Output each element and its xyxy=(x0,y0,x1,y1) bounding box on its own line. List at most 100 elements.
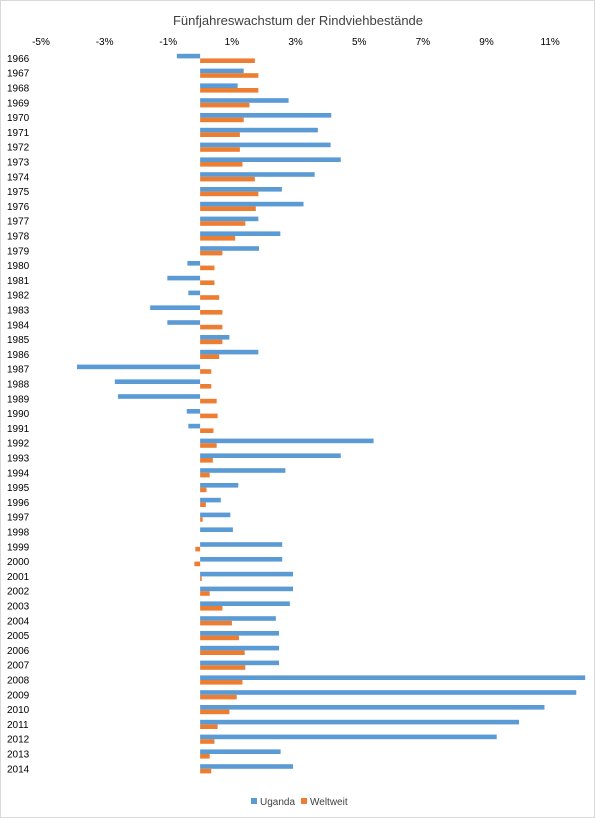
bar-weltweit xyxy=(200,398,217,404)
category-label: 2003 xyxy=(7,602,30,613)
category-label: 1987 xyxy=(7,365,30,376)
bar-uganda xyxy=(200,601,290,606)
bar-weltweit xyxy=(200,620,232,626)
x-tick-label: -1% xyxy=(159,37,177,48)
legend-swatch-weltweit xyxy=(301,798,307,804)
category-label: 1973 xyxy=(7,158,30,169)
bar-uganda xyxy=(200,127,318,133)
bar-uganda xyxy=(200,453,341,458)
category-label: 2012 xyxy=(7,735,30,746)
legend-label-uganda: Uganda xyxy=(260,797,295,808)
category-label: 2000 xyxy=(7,557,30,568)
bar-weltweit xyxy=(200,694,237,700)
bar-weltweit xyxy=(200,635,239,641)
category-label: 2005 xyxy=(7,631,30,642)
bar-weltweit xyxy=(200,265,215,271)
category-label: 1966 xyxy=(7,54,30,65)
bar-weltweit xyxy=(200,162,243,167)
x-tick-label: 9% xyxy=(479,37,494,48)
category-label: 1972 xyxy=(7,143,30,154)
bar-uganda xyxy=(200,734,497,740)
bar-uganda xyxy=(200,705,545,710)
category-label: 2011 xyxy=(7,720,29,731)
category-label: 1983 xyxy=(7,306,30,317)
bar-weltweit xyxy=(200,221,246,226)
bar-uganda xyxy=(200,201,304,207)
x-tick-label: 1% xyxy=(225,37,240,48)
bar-uganda xyxy=(200,172,315,177)
x-tick-label: -5% xyxy=(32,37,50,48)
bar-weltweit xyxy=(200,132,240,137)
category-label: 2006 xyxy=(7,646,30,657)
bar-uganda xyxy=(200,690,577,695)
category-label: 1977 xyxy=(7,217,30,228)
category-label: 1995 xyxy=(7,483,30,494)
bar-uganda xyxy=(167,275,201,281)
bar-weltweit xyxy=(200,73,259,78)
bar-uganda xyxy=(200,542,283,547)
x-axis-tick-labels: -5% -3% -1% 1% 3% 5% 7% 9% 11% xyxy=(32,37,560,48)
bar-weltweit xyxy=(200,324,223,330)
bar-uganda xyxy=(188,290,201,296)
x-tick-label: -3% xyxy=(96,37,114,48)
bar-uganda xyxy=(200,246,259,251)
bar-uganda xyxy=(200,675,586,680)
bar-uganda xyxy=(200,719,519,725)
bar-uganda xyxy=(200,497,221,503)
bar-uganda xyxy=(200,645,280,651)
category-label: 1988 xyxy=(7,380,30,391)
category-label: 1992 xyxy=(7,439,30,450)
bar-weltweit xyxy=(200,487,207,493)
category-label: 1980 xyxy=(7,261,30,272)
category-label: 1982 xyxy=(7,291,30,302)
category-label: 1968 xyxy=(7,84,30,95)
bar-weltweit xyxy=(200,754,210,759)
category-label: 1998 xyxy=(7,528,30,539)
bar-weltweit xyxy=(200,310,223,315)
bar-uganda xyxy=(200,764,294,769)
bar-uganda xyxy=(200,483,239,488)
category-label: 1985 xyxy=(7,335,30,346)
category-label: 1969 xyxy=(7,98,30,109)
category-label: 1970 xyxy=(7,113,30,124)
bar-weltweit xyxy=(200,206,256,211)
y-axis-category-labels: 1966 1967 1968 1969 1970 1971 1972 1973 1974 1975… xyxy=(7,54,30,775)
bar-uganda xyxy=(200,571,294,577)
bar-weltweit xyxy=(200,117,244,123)
bar-weltweit xyxy=(200,191,259,197)
legend-label-weltweit: Weltweit xyxy=(310,797,348,808)
bar-weltweit xyxy=(200,768,212,774)
bar-weltweit xyxy=(194,561,201,567)
bar-uganda xyxy=(200,438,374,444)
bar-weltweit xyxy=(200,102,250,108)
bar-uganda xyxy=(200,527,233,532)
bar-weltweit xyxy=(200,443,217,448)
category-label: 1994 xyxy=(7,468,30,479)
category-label: 1990 xyxy=(7,409,30,420)
bar-uganda xyxy=(200,631,280,636)
bar-uganda xyxy=(200,98,289,103)
bar-group xyxy=(76,53,586,774)
legend: Uganda Weltweit xyxy=(251,797,348,808)
bar-uganda xyxy=(200,157,341,162)
bar-weltweit xyxy=(200,369,212,374)
category-label: 2001 xyxy=(7,572,30,583)
x-tick-label: 3% xyxy=(288,37,303,48)
bar-weltweit xyxy=(200,295,220,300)
bar-weltweit xyxy=(200,384,212,389)
category-label: 1989 xyxy=(7,394,30,405)
bar-weltweit xyxy=(200,739,215,744)
bar-uganda xyxy=(200,749,281,754)
category-label: 2002 xyxy=(7,587,30,598)
bar-weltweit xyxy=(200,472,210,478)
category-label: 2013 xyxy=(7,750,30,761)
bar-uganda xyxy=(176,53,201,59)
category-label: 1993 xyxy=(7,454,30,465)
bar-uganda xyxy=(200,113,332,118)
bar-weltweit xyxy=(200,650,245,655)
bar-weltweit xyxy=(195,546,201,552)
bar-uganda xyxy=(187,261,201,266)
category-label: 1971 xyxy=(7,128,30,139)
